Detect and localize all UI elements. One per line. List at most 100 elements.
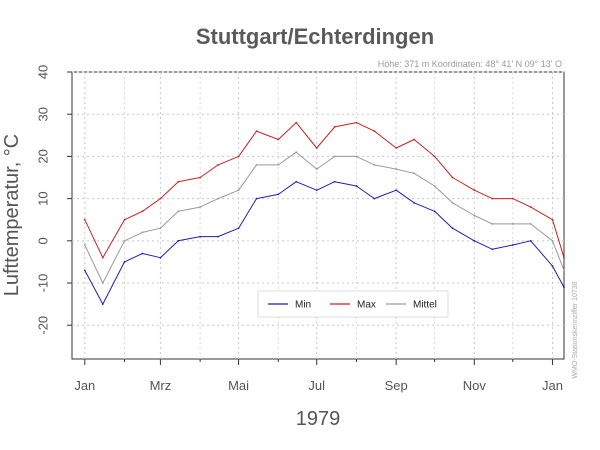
data-point-mittel: [315, 168, 318, 170]
series-line-max: [84, 122, 565, 259]
data-point-min: [295, 180, 298, 183]
station-meta: Höhe: 371 m Koordinaten: 48° 41' N 09° 1…: [378, 59, 562, 69]
data-point-mittel: [511, 223, 514, 225]
data-point-max: [395, 147, 398, 149]
x-tick-label: Nov: [463, 378, 487, 393]
data-point-max: [511, 197, 514, 200]
data-point-min: [333, 180, 336, 183]
data-point-mittel: [355, 155, 358, 158]
series-line-mittel: [84, 151, 565, 284]
legend-box: [257, 290, 449, 318]
data-point-max: [333, 125, 336, 128]
series-line-min: [84, 181, 565, 305]
data-point-mittel: [295, 151, 298, 154]
legend: Min Max Mittel: [257, 290, 449, 318]
data-point-mittel: [395, 168, 398, 170]
x-tick-label: Mrz: [150, 378, 172, 393]
data-point-min: [473, 239, 476, 242]
data-point-max: [177, 180, 180, 183]
data-point-mittel: [83, 244, 86, 246]
data-point-max: [199, 176, 202, 179]
data-point-max: [277, 138, 280, 141]
data-point-min: [413, 201, 415, 204]
y-tick-label: 20: [35, 149, 50, 163]
wmo-station-id: WMO-Stationskennziffer 10738: [572, 281, 579, 378]
data-point-mittel: [123, 239, 126, 242]
series-lines: [83, 121, 565, 306]
data-point-max: [295, 121, 298, 124]
y-axis-label: Lufttemperatur, °C: [1, 134, 23, 297]
data-point-mittel: [563, 269, 565, 272]
legend-label-mittel: Mittel: [413, 300, 437, 311]
data-point-max: [123, 218, 126, 221]
data-point-min: [395, 189, 398, 192]
y-tick-label: -10: [35, 274, 50, 293]
data-point-max: [355, 121, 358, 124]
data-point-mittel: [373, 163, 376, 166]
data-point-max: [217, 163, 219, 166]
data-point-min: [199, 235, 202, 238]
y-tick-label: 40: [35, 65, 50, 79]
data-point-min: [237, 227, 240, 230]
data-point-min: [277, 193, 280, 196]
data-point-mittel: [551, 239, 554, 242]
data-point-mittel: [413, 172, 415, 175]
data-point-mittel: [473, 214, 476, 217]
data-point-mittel: [333, 155, 336, 158]
data-point-max: [413, 138, 415, 141]
data-point-min: [159, 256, 162, 259]
y-tick-label: 30: [35, 107, 50, 121]
data-point-mittel: [491, 223, 494, 225]
y-tick-label: -20: [35, 316, 50, 335]
x-tick-label: Jan: [542, 378, 563, 393]
data-point-max: [373, 130, 376, 132]
data-point-min: [529, 239, 532, 242]
data-point-min: [217, 235, 219, 238]
data-point-max: [529, 206, 532, 208]
data-point-min: [511, 244, 514, 246]
grid: [72, 71, 564, 359]
data-point-mittel: [217, 197, 219, 200]
data-point-max: [237, 155, 240, 158]
data-point-max: [83, 218, 86, 221]
data-point-mittel: [141, 231, 144, 234]
data-point-mittel: [101, 282, 104, 284]
data-point-max: [255, 130, 258, 132]
data-point-min: [315, 189, 318, 192]
y-tick-label: 10: [35, 191, 50, 205]
data-point-mittel: [529, 223, 532, 225]
data-point-mittel: [237, 189, 240, 192]
data-point-min: [563, 286, 565, 289]
data-point-mittel: [433, 185, 436, 187]
data-point-min: [355, 185, 358, 187]
data-point-mittel: [177, 210, 180, 213]
x-tick-label: Jan: [74, 378, 95, 393]
data-point-max: [141, 210, 144, 213]
y-axis: -20 -10 0 10 20 30 40: [35, 65, 72, 335]
data-point-mittel: [159, 227, 162, 230]
data-point-mittel: [199, 206, 202, 208]
x-tick-label: Sep: [385, 378, 408, 393]
data-point-min: [433, 210, 436, 213]
x-axis-label: 1979: [296, 408, 341, 430]
data-point-min: [451, 227, 454, 230]
chart-title: Stuttgart/Echterdingen: [196, 24, 434, 49]
data-point-max: [451, 176, 454, 179]
data-point-max: [491, 197, 494, 200]
legend-label-min: Min: [295, 300, 311, 311]
data-point-max: [473, 189, 476, 192]
data-point-min: [255, 197, 258, 200]
data-point-max: [433, 155, 436, 158]
data-point-min: [141, 252, 144, 255]
data-point-min: [491, 248, 494, 251]
x-tick-label: Jul: [308, 378, 325, 393]
data-point-mittel: [451, 201, 454, 204]
data-point-min: [101, 303, 104, 306]
data-point-min: [373, 197, 376, 200]
data-point-max: [101, 256, 104, 259]
data-point-mittel: [255, 163, 258, 166]
data-point-max: [551, 218, 554, 221]
data-point-max: [563, 256, 565, 259]
data-point-min: [551, 265, 554, 268]
